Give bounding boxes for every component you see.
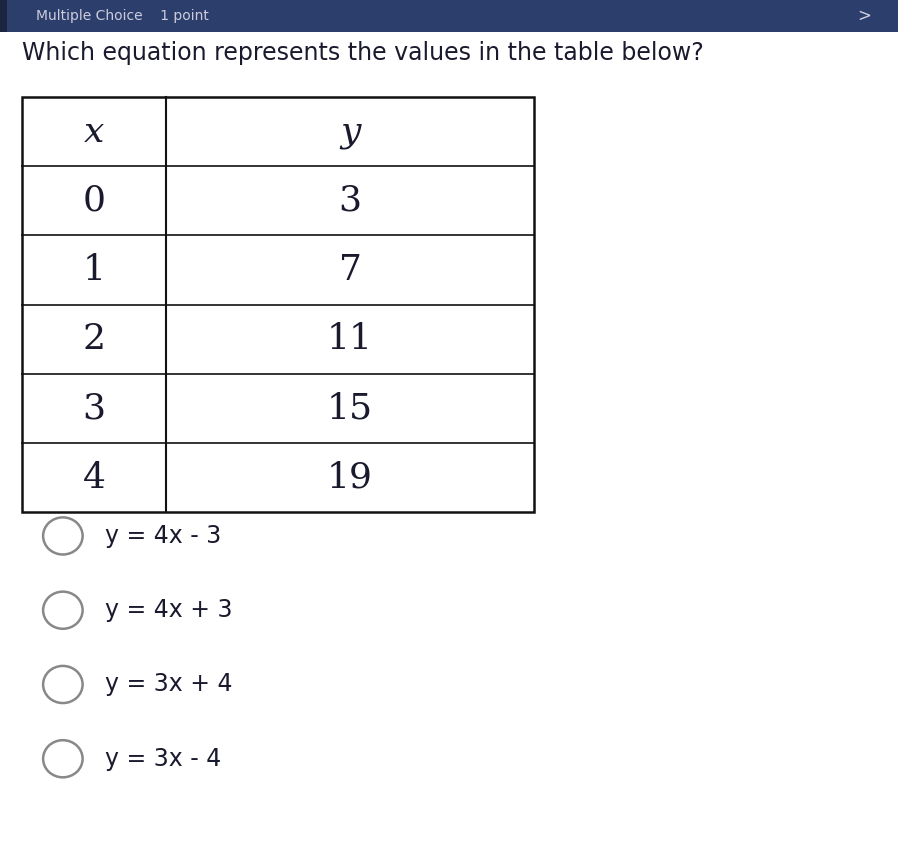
Text: y = 3x - 4: y = 3x - 4	[105, 747, 221, 771]
Bar	[22, 97, 534, 512]
Text: 3: 3	[83, 392, 106, 425]
Bar	[0, 0, 898, 32]
Circle shape	[43, 666, 83, 703]
Text: 1: 1	[83, 253, 106, 287]
Text: >: >	[857, 7, 871, 25]
Text: y = 3x + 4: y = 3x + 4	[105, 673, 233, 696]
Text: y = 4x - 3: y = 4x - 3	[105, 524, 221, 548]
Circle shape	[43, 740, 83, 777]
Text: 3: 3	[339, 184, 362, 218]
Text: x: x	[84, 115, 104, 149]
Text: y: y	[339, 115, 360, 149]
Text: 11: 11	[327, 322, 373, 356]
Text: 0: 0	[83, 184, 106, 218]
Circle shape	[43, 517, 83, 555]
Text: 7: 7	[339, 253, 362, 287]
Text: y = 4x + 3: y = 4x + 3	[105, 598, 233, 622]
Circle shape	[43, 592, 83, 629]
Text: 4: 4	[83, 461, 106, 495]
Text: 19: 19	[327, 461, 373, 495]
Bar	[0, 0, 7, 32]
Text: Which equation represents the values in the table below?: Which equation represents the values in …	[22, 41, 704, 64]
Text: 2: 2	[83, 322, 106, 356]
Text: Multiple Choice    1 point: Multiple Choice 1 point	[36, 9, 209, 23]
Text: 15: 15	[327, 392, 373, 425]
